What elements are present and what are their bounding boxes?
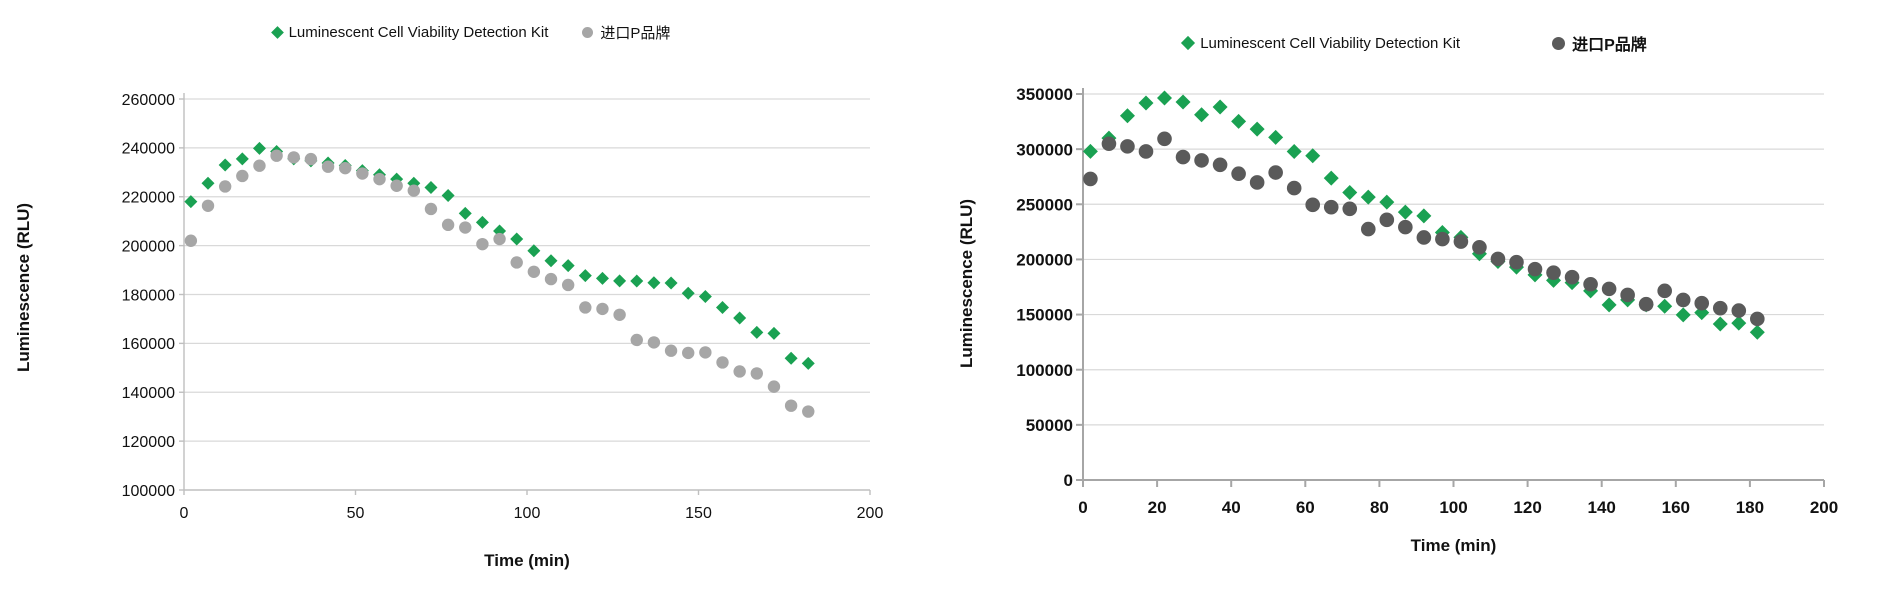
svg-text:150: 150 bbox=[685, 505, 712, 522]
svg-text:140: 140 bbox=[1588, 498, 1616, 517]
svg-text:50000: 50000 bbox=[1026, 416, 1073, 435]
svg-text:200000: 200000 bbox=[122, 238, 175, 255]
svg-text:120: 120 bbox=[1513, 498, 1541, 517]
right-luminescence-chart: 0 50000 100000 150000 200000 250000 300000 3500… bbox=[943, 0, 1887, 611]
svg-text:240000: 240000 bbox=[122, 141, 175, 158]
svg-text:350000: 350000 bbox=[1016, 85, 1073, 104]
legend-label-kit: Luminescent Cell Viability Detection Kit bbox=[1200, 34, 1461, 52]
svg-text:260000: 260000 bbox=[122, 92, 175, 109]
svg-text:50: 50 bbox=[347, 505, 365, 522]
svg-text:160000: 160000 bbox=[122, 336, 175, 353]
right-chart-plot-area: 0 50000 100000 150000 200000 250000 300000 3500… bbox=[1016, 85, 1838, 517]
svg-text:150000: 150000 bbox=[1016, 306, 1073, 325]
legend-label-kit: Luminescent Cell Viability Detection Kit bbox=[288, 24, 549, 41]
left-y-axis-title: Luminescence (RLU) bbox=[14, 202, 33, 372]
right-chart-legend: Luminescent Cell Viability Detection Kit… bbox=[943, 31, 1887, 55]
gray-circle-icon bbox=[582, 27, 594, 38]
legend-item-brand-p: 进口P品牌 bbox=[582, 22, 670, 43]
svg-text:80: 80 bbox=[1370, 498, 1389, 517]
left-chart-legend: Luminescent Cell Viability Detection Kit… bbox=[0, 22, 943, 43]
green-diamond-icon bbox=[270, 26, 284, 39]
green-diamond-icon bbox=[1181, 35, 1196, 51]
svg-text:220000: 220000 bbox=[122, 190, 175, 207]
svg-text:100: 100 bbox=[1439, 498, 1467, 517]
svg-text:60: 60 bbox=[1296, 498, 1315, 517]
svg-text:40: 40 bbox=[1222, 498, 1241, 517]
svg-text:0: 0 bbox=[1078, 498, 1087, 517]
svg-text:0: 0 bbox=[1064, 471, 1073, 490]
svg-text:300000: 300000 bbox=[1016, 140, 1073, 159]
legend-label-brand-p: 进口P品牌 bbox=[1572, 37, 1647, 54]
svg-text:140000: 140000 bbox=[122, 385, 175, 402]
svg-text:200000: 200000 bbox=[1016, 251, 1073, 270]
left-luminescence-chart: 100000 120000 140000 160000 180000 200000 2200… bbox=[0, 0, 943, 611]
dark-circle-icon bbox=[1552, 36, 1566, 50]
legend-item-brand-p: 进口P品牌 bbox=[1552, 31, 1647, 55]
svg-text:0: 0 bbox=[180, 505, 189, 522]
left-x-axis-title: Time (min) bbox=[484, 551, 570, 570]
legend-item-kit: Luminescent Cell Viability Detection Kit bbox=[1181, 34, 1461, 52]
svg-text:200: 200 bbox=[1810, 498, 1838, 517]
svg-text:100: 100 bbox=[514, 505, 541, 522]
svg-text:200: 200 bbox=[857, 505, 884, 522]
svg-text:120000: 120000 bbox=[122, 434, 175, 451]
svg-text:20: 20 bbox=[1148, 498, 1167, 517]
svg-text:160: 160 bbox=[1662, 498, 1690, 517]
svg-text:180000: 180000 bbox=[122, 287, 175, 304]
right-y-axis-title: Luminescence (RLU) bbox=[957, 198, 976, 368]
left-chart-plot-area: 100000 120000 140000 160000 180000 200000 2200… bbox=[122, 92, 884, 522]
svg-text:100000: 100000 bbox=[122, 483, 175, 500]
legend-label-brand-p: 进口P品牌 bbox=[600, 25, 671, 42]
svg-text:180: 180 bbox=[1736, 498, 1764, 517]
svg-text:100000: 100000 bbox=[1016, 361, 1073, 380]
legend-item-kit: Luminescent Cell Viability Detection Kit bbox=[270, 24, 549, 41]
svg-text:250000: 250000 bbox=[1016, 195, 1073, 214]
right-x-axis-title: Time (min) bbox=[1410, 536, 1497, 555]
